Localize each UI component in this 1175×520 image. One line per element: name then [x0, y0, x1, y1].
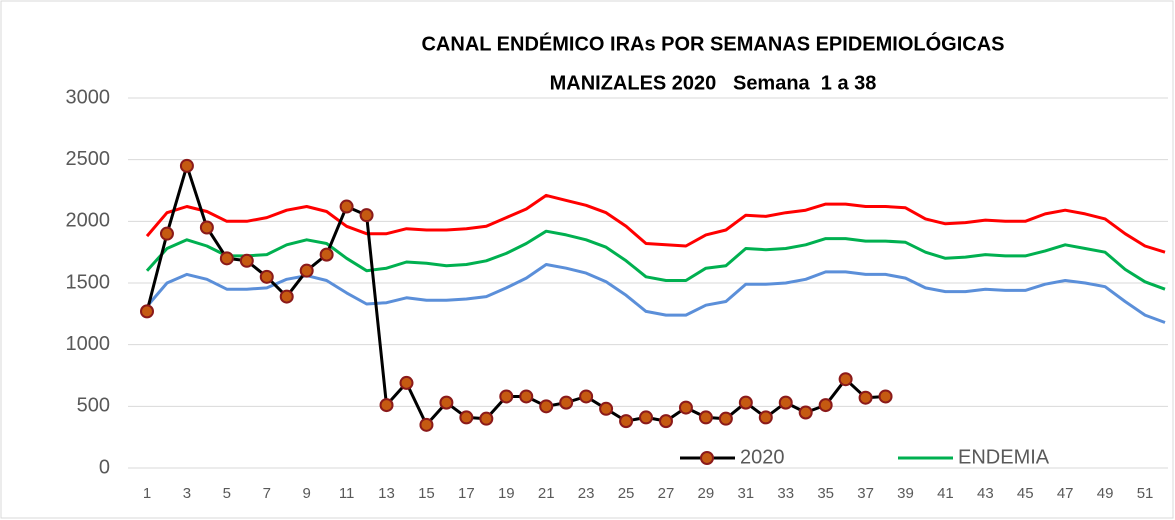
legend-label: 2020	[740, 446, 785, 468]
x-tick-label: 41	[937, 485, 954, 502]
point-marker	[479, 411, 494, 426]
point-marker	[399, 375, 414, 390]
point-marker	[519, 389, 534, 404]
legend-marker	[700, 451, 714, 465]
x-tick-label: 23	[578, 485, 595, 502]
x-tick-label: 29	[698, 485, 715, 502]
x-tick-label: 13	[378, 485, 395, 502]
y-tick-label: 3000	[66, 86, 111, 108]
point-marker	[539, 399, 554, 414]
chart-title: CANAL ENDÉMICO IRAs POR SEMANAS EPIDEMIO…	[421, 31, 1004, 55]
series-line	[145, 193, 1166, 254]
x-tick-label: 1	[143, 485, 151, 502]
point-marker	[140, 304, 154, 319]
x-tick-label: 37	[857, 485, 874, 502]
point-marker	[658, 414, 673, 429]
point-marker	[818, 398, 833, 413]
point-marker	[459, 410, 474, 425]
x-tick-label: 33	[777, 485, 794, 502]
point-marker	[599, 401, 614, 416]
point-marker	[878, 389, 893, 404]
legend-label: ENDEMIA	[958, 446, 1050, 468]
x-tick-label: 31	[737, 485, 754, 502]
x-tick-label: 3	[183, 485, 191, 502]
point-marker	[419, 417, 434, 432]
x-tick-label: 7	[263, 485, 271, 502]
y-tick-label: 1500	[66, 271, 111, 293]
point-marker	[279, 289, 294, 304]
point-marker	[559, 395, 574, 410]
point-marker	[379, 398, 394, 413]
x-tick-label: 9	[303, 485, 311, 502]
point-marker	[359, 208, 374, 223]
point-marker	[219, 251, 234, 266]
y-tick-label: 0	[99, 456, 110, 478]
point-marker	[159, 226, 174, 241]
point-marker	[339, 199, 354, 214]
x-tick-label: 21	[538, 485, 555, 502]
x-tick-label: 51	[1137, 485, 1154, 502]
point-marker	[778, 395, 793, 410]
point-marker	[698, 410, 713, 425]
point-marker	[678, 400, 693, 415]
x-tick-label: 45	[1017, 485, 1034, 502]
series-line	[145, 229, 1166, 291]
point-marker	[319, 247, 334, 262]
point-marker	[299, 263, 314, 278]
point-marker	[499, 389, 514, 404]
point-marker	[619, 414, 634, 429]
point-marker	[858, 390, 873, 405]
x-tick-label: 19	[498, 485, 515, 502]
y-tick-label: 1000	[66, 333, 111, 355]
x-tick-label: 5	[223, 485, 231, 502]
point-marker	[199, 220, 214, 235]
x-tick-label: 15	[418, 485, 435, 502]
point-marker	[259, 269, 274, 284]
y-tick-label: 2000	[66, 210, 111, 232]
point-marker	[738, 395, 753, 410]
x-tick-label: 17	[458, 485, 475, 502]
x-tick-label: 49	[1097, 485, 1114, 502]
series-line	[145, 263, 1166, 324]
point-marker	[718, 411, 733, 426]
chart-title: MANIZALES 2020 Semana 1 a 38	[550, 72, 877, 94]
x-tick-label: 25	[618, 485, 635, 502]
x-tick-label: 43	[977, 485, 994, 502]
x-tick-label: 47	[1057, 485, 1074, 502]
x-tick-label: 35	[817, 485, 834, 502]
point-marker	[239, 253, 254, 268]
point-marker	[439, 395, 454, 410]
y-tick-label: 500	[77, 395, 110, 417]
point-marker	[838, 372, 853, 387]
x-tick-label: 39	[897, 485, 914, 502]
x-tick-label: 11	[339, 485, 355, 502]
point-marker	[758, 410, 773, 425]
point-marker	[179, 158, 194, 173]
point-marker	[639, 410, 654, 425]
x-tick-label: 27	[658, 485, 675, 502]
y-tick-label: 2500	[66, 148, 111, 170]
point-marker	[579, 389, 594, 404]
point-marker	[798, 405, 813, 420]
